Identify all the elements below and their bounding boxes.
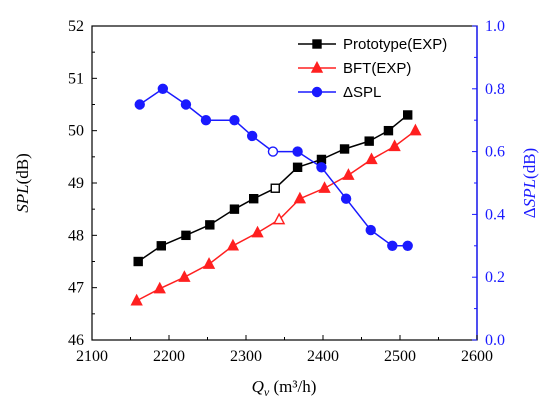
data-point	[364, 136, 374, 146]
series-layer	[130, 83, 422, 306]
left-y-tick-label: 52	[68, 18, 84, 35]
right-y-tick-label: 0.2	[485, 269, 505, 286]
data-point	[156, 241, 167, 251]
data-point	[409, 123, 422, 136]
data-point	[316, 162, 327, 173]
left-y-tick-label: 46	[68, 332, 84, 349]
left-y-tick-label: 47	[68, 280, 84, 297]
data-point	[365, 152, 378, 165]
right-y-axis-title: ΔSPL(dB)	[520, 148, 539, 218]
data-point	[248, 193, 259, 204]
data-point	[153, 281, 166, 294]
data-point	[292, 162, 303, 173]
legend-marker	[312, 39, 322, 49]
x-tick-label: 2300	[230, 348, 262, 365]
data-point	[388, 139, 401, 152]
right-y-tick-label: 0.4	[485, 206, 505, 223]
legend: Prototype(EXP) BFT(EXP) ΔSPL	[298, 36, 447, 101]
data-point	[180, 99, 192, 110]
data-point	[200, 114, 212, 126]
data-point	[403, 110, 413, 120]
data-point	[383, 125, 394, 136]
data-point	[157, 83, 169, 95]
legend-label: Prototype(EXP)	[343, 36, 447, 53]
left-y-axis-ticks: 46 47 48 49 50 51 52	[68, 18, 97, 349]
data-point	[229, 114, 240, 126]
data-point	[134, 99, 145, 110]
x-axis-ticks: 2100 2200 2300 2400 2500 2600	[76, 335, 493, 365]
series-0	[133, 110, 413, 267]
right-y-axis-ticks: 0.0 0.2 0.4 0.6 0.8 1.0	[472, 18, 505, 349]
data-point	[318, 181, 331, 193]
series-line	[136, 130, 416, 302]
data-point	[226, 238, 240, 251]
data-point	[365, 224, 376, 236]
legend-marker	[311, 86, 323, 98]
data-point	[387, 240, 398, 252]
data-point	[246, 130, 258, 142]
data-point	[251, 225, 264, 238]
data-point	[178, 270, 191, 282]
data-point	[229, 204, 240, 214]
data-point	[402, 240, 413, 252]
data-point	[342, 168, 355, 180]
right-y-tick-label: 0.8	[485, 81, 505, 98]
legend-marker	[310, 60, 324, 73]
x-tick-label: 2600	[461, 348, 493, 365]
right-y-tick-label: 0.0	[485, 332, 505, 349]
right-y-tick-label: 0.6	[485, 144, 505, 161]
data-point	[205, 220, 215, 230]
series-1	[130, 123, 422, 306]
x-tick-label: 2400	[307, 348, 339, 365]
left-y-tick-label: 49	[68, 175, 84, 192]
data-point	[202, 257, 216, 269]
data-point	[133, 256, 143, 267]
plot-frame	[91, 25, 478, 341]
x-tick-label: 2500	[384, 348, 416, 365]
x-axis-title: Qv (m³/h)	[252, 377, 317, 399]
left-y-tick-label: 51	[68, 70, 84, 87]
data-point	[270, 183, 280, 193]
data-point	[181, 230, 191, 241]
series-2	[134, 83, 413, 252]
right-y-tick-label: 1.0	[485, 18, 505, 35]
legend-label: ΔSPL	[343, 84, 381, 101]
data-point	[130, 293, 143, 306]
data-point	[292, 146, 303, 157]
data-point	[267, 146, 279, 157]
data-point	[340, 193, 352, 204]
data-point	[339, 144, 350, 154]
data-point	[272, 212, 286, 225]
left-y-tick-label: 48	[68, 227, 84, 244]
left-y-tick-label: 50	[68, 123, 84, 140]
x-tick-label: 2100	[76, 348, 108, 365]
legend-label: BFT(EXP)	[343, 60, 411, 77]
data-point	[293, 191, 307, 204]
x-tick-label: 2200	[153, 348, 185, 365]
left-y-axis-title: SPL(dB)	[13, 153, 32, 213]
